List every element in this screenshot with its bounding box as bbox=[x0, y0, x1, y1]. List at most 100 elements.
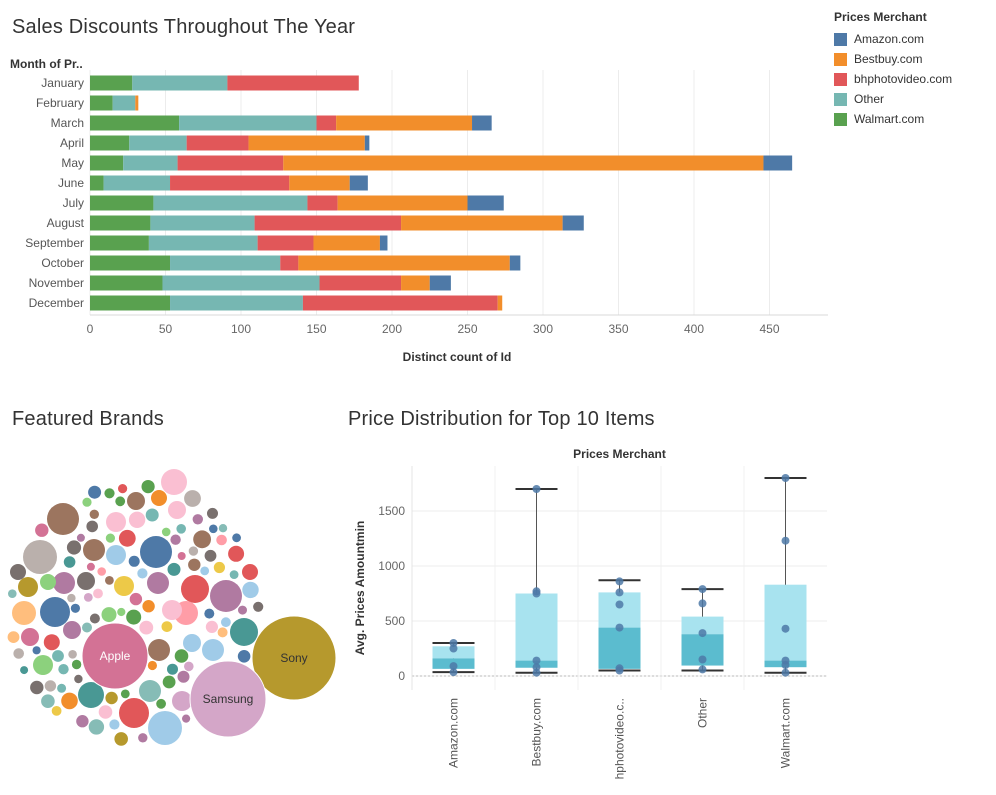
brand-bubble[interactable] bbox=[167, 562, 181, 576]
brand-bubble[interactable] bbox=[172, 691, 192, 711]
brand-bubble[interactable] bbox=[86, 562, 95, 571]
brand-bubble[interactable] bbox=[47, 503, 79, 535]
brand-bubble[interactable] bbox=[128, 555, 140, 567]
brand-bubble[interactable] bbox=[43, 634, 60, 651]
brand-bubble[interactable] bbox=[205, 620, 218, 633]
brand-bubble[interactable] bbox=[126, 609, 142, 625]
brand-bubble[interactable] bbox=[213, 561, 225, 574]
bar-segment[interactable] bbox=[153, 195, 308, 211]
brand-bubble[interactable] bbox=[33, 655, 53, 675]
box-upper[interactable] bbox=[764, 584, 807, 661]
bar-segment[interactable] bbox=[254, 215, 402, 231]
brand-bubble[interactable] bbox=[40, 574, 56, 590]
box-lower[interactable] bbox=[598, 627, 641, 669]
brand-bubble[interactable] bbox=[63, 621, 81, 639]
brand-bubble[interactable] bbox=[40, 597, 70, 627]
brand-bubble[interactable] bbox=[21, 628, 39, 646]
brand-bubble[interactable] bbox=[148, 639, 170, 661]
box-upper[interactable] bbox=[681, 616, 724, 635]
bar-segment[interactable] bbox=[90, 195, 154, 211]
bar-segment[interactable] bbox=[562, 215, 584, 231]
brand-bubble[interactable] bbox=[230, 618, 258, 646]
brand-bubble[interactable] bbox=[104, 488, 115, 499]
bar-segment[interactable] bbox=[364, 135, 370, 151]
bar-segment[interactable] bbox=[379, 235, 388, 251]
bar-segment[interactable] bbox=[90, 75, 133, 91]
brand-bubble[interactable] bbox=[71, 659, 82, 670]
brand-bubble[interactable] bbox=[83, 593, 93, 602]
brand-bubble[interactable] bbox=[76, 715, 89, 728]
bar-segment[interactable] bbox=[123, 155, 178, 171]
bar-segment[interactable] bbox=[135, 95, 139, 111]
bar-segment[interactable] bbox=[337, 195, 468, 211]
brand-bubble[interactable] bbox=[170, 534, 181, 545]
brand-bubble[interactable] bbox=[89, 509, 100, 519]
brand-bubble[interactable] bbox=[202, 639, 224, 661]
data-point[interactable] bbox=[615, 664, 624, 673]
data-point[interactable] bbox=[698, 599, 707, 608]
brand-bubble[interactable] bbox=[147, 572, 169, 594]
brand-bubble[interactable] bbox=[67, 593, 76, 603]
brand-bubble[interactable] bbox=[53, 572, 75, 594]
bar-segment[interactable] bbox=[248, 135, 365, 151]
brand-bubble[interactable] bbox=[93, 588, 103, 599]
brand-bubble[interactable] bbox=[30, 680, 44, 695]
data-point[interactable] bbox=[781, 656, 790, 665]
bar-segment[interactable] bbox=[257, 235, 314, 251]
brand-bubble[interactable] bbox=[61, 692, 78, 710]
data-point[interactable] bbox=[449, 662, 458, 671]
brand-bubble[interactable] bbox=[189, 660, 267, 738]
brand-bubble[interactable] bbox=[105, 533, 115, 543]
bar-segment[interactable] bbox=[401, 275, 430, 291]
brand-bubble[interactable] bbox=[142, 600, 155, 613]
brand-bubble[interactable] bbox=[119, 698, 149, 728]
brand-bubble[interactable] bbox=[207, 507, 218, 519]
bar-segment[interactable] bbox=[298, 255, 510, 271]
bar-segment[interactable] bbox=[177, 155, 284, 171]
bar-segment[interactable] bbox=[467, 195, 504, 211]
bar-segment[interactable] bbox=[280, 255, 299, 271]
brand-bubble[interactable] bbox=[118, 484, 128, 494]
bar-segment[interactable] bbox=[316, 115, 337, 131]
data-point[interactable] bbox=[781, 536, 790, 545]
brand-bubble[interactable] bbox=[193, 530, 212, 549]
brand-bubble[interactable] bbox=[137, 568, 148, 579]
brand-bubble[interactable] bbox=[76, 533, 85, 542]
legend-item[interactable]: Other bbox=[834, 89, 952, 109]
brand-bubble[interactable] bbox=[81, 622, 149, 690]
bar-segment[interactable] bbox=[90, 215, 151, 231]
brand-bubble[interactable] bbox=[174, 649, 189, 663]
brand-bubble[interactable] bbox=[188, 558, 201, 571]
brand-bubble[interactable] bbox=[182, 714, 191, 723]
bar-segment[interactable] bbox=[289, 175, 350, 191]
brand-bubble[interactable] bbox=[167, 663, 178, 675]
brand-bubble[interactable] bbox=[177, 670, 190, 683]
legend-item[interactable]: bhphotovideo.com bbox=[834, 69, 952, 89]
brand-bubble[interactable] bbox=[10, 564, 26, 580]
brand-bubble[interactable] bbox=[200, 566, 210, 576]
bar-segment[interactable] bbox=[313, 235, 380, 251]
brand-bubble[interactable] bbox=[242, 564, 258, 580]
brand-bubble[interactable] bbox=[183, 634, 201, 652]
brand-bubble[interactable] bbox=[18, 577, 38, 597]
legend-item[interactable]: Walmart.com bbox=[834, 109, 952, 129]
data-point[interactable] bbox=[698, 629, 707, 638]
bar-segment[interactable] bbox=[186, 135, 249, 151]
brand-bubble[interactable] bbox=[70, 603, 80, 613]
brand-bubble[interactable] bbox=[52, 650, 64, 662]
brand-bubble[interactable] bbox=[77, 572, 95, 590]
brand-bubble[interactable] bbox=[184, 490, 201, 507]
brand-bubble[interactable] bbox=[192, 514, 203, 525]
brand-bubble[interactable] bbox=[238, 605, 247, 615]
bar-segment[interactable] bbox=[170, 175, 290, 191]
brand-bubble[interactable] bbox=[105, 691, 118, 705]
data-point[interactable] bbox=[698, 665, 707, 674]
bar-segment[interactable] bbox=[90, 115, 180, 131]
bar-segment[interactable] bbox=[90, 255, 171, 271]
brand-bubble[interactable] bbox=[151, 490, 167, 506]
brand-bubble[interactable] bbox=[68, 650, 77, 659]
brand-bubble[interactable] bbox=[128, 511, 146, 528]
brand-bubble[interactable] bbox=[106, 512, 126, 532]
brand-bubble[interactable] bbox=[162, 600, 182, 620]
brand-bubble[interactable] bbox=[88, 719, 105, 735]
